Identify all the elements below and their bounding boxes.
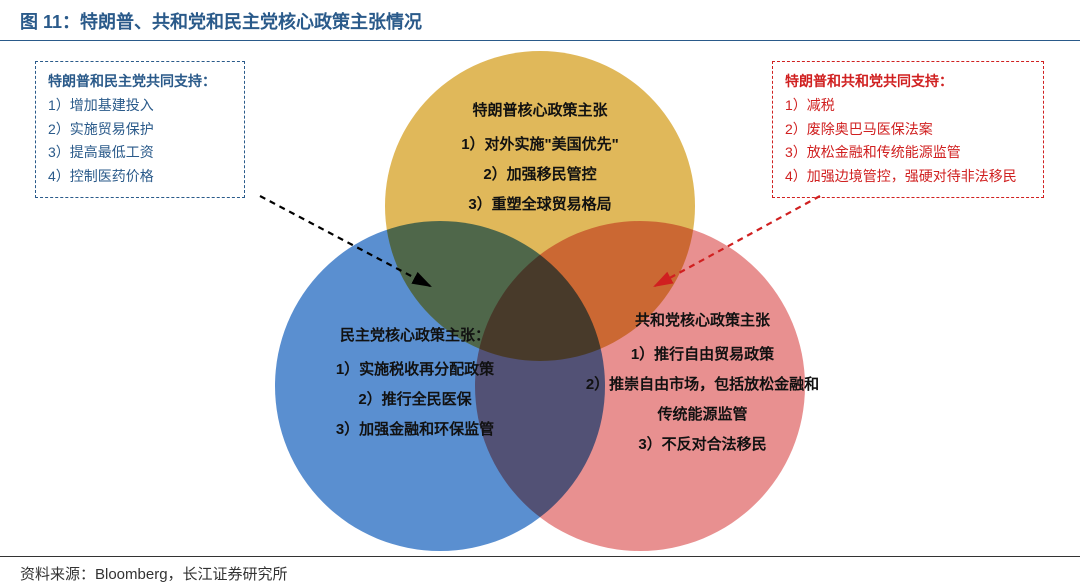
callout-trump-republican: 特朗普和共和党共同支持：1）减税2）废除奥巴马医保法案3）放松金融和传统能源监管… [772, 61, 1044, 198]
venn-diagram: 特朗普核心政策主张1）对外实施"美国优先"2）加强移民管控3）重塑全球贸易格局 … [0, 41, 1080, 551]
venn-text-democrat: 民主党核心政策主张：1）实施税收再分配政策2）推行全民医保3）加强金融和环保监管 [300, 321, 530, 445]
callout-trump-democrat: 特朗普和民主党共同支持：1）增加基建投入2）实施贸易保护3）提高最低工资4）控制… [35, 61, 245, 198]
figure-title: 图 11：特朗普、共和党和民主党核心政策主张情况 [20, 8, 1060, 34]
venn-text-trump: 特朗普核心政策主张1）对外实施"美国优先"2）加强移民管控3）重塑全球贸易格局 [430, 96, 650, 220]
venn-text-republican: 共和党核心政策主张1）推行自由贸易政策2）推崇自由市场，包括放松金融和传统能源监… [580, 306, 825, 460]
figure-header: 图 11：特朗普、共和党和民主党核心政策主张情况 [0, 0, 1080, 41]
figure-source: 资料来源：Bloomberg，长江证券研究所 [0, 556, 1080, 588]
